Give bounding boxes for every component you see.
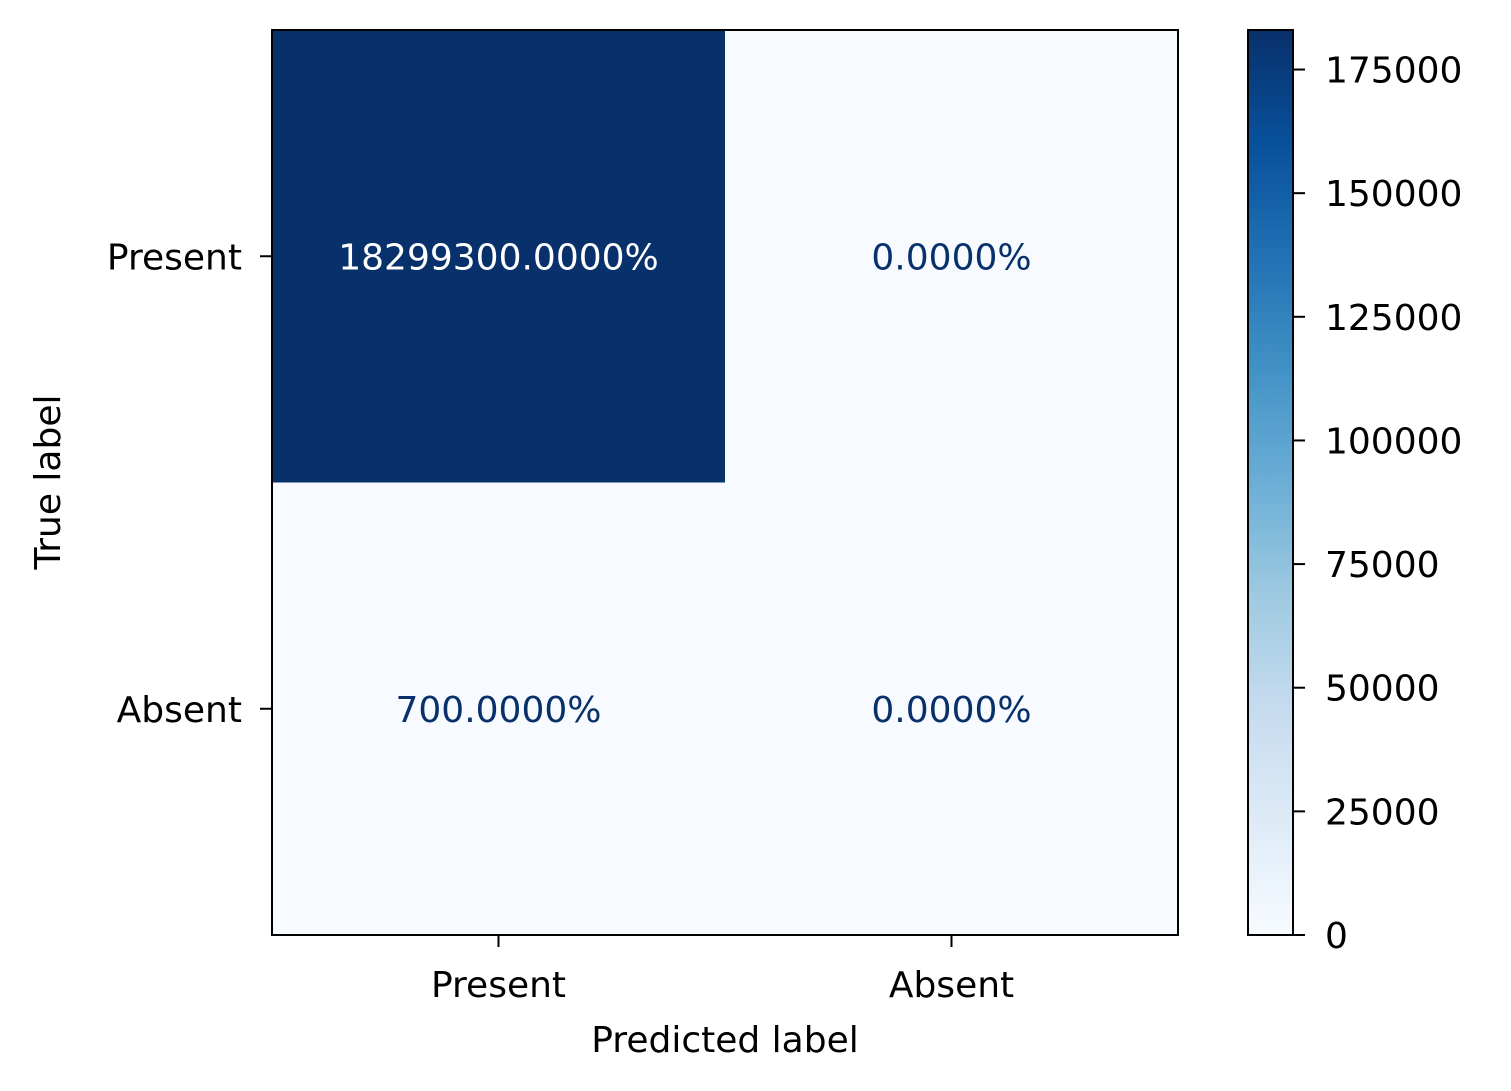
colorbar-tick-label: 75000	[1325, 545, 1440, 586]
matrix-cell-absent-absent	[725, 482, 1178, 935]
colorbar-tick-label: 125000	[1325, 298, 1462, 339]
colorbar	[1247, 29, 1294, 936]
x-tick-label: Absent	[889, 965, 1014, 1006]
colorbar-tick-label: 100000	[1325, 421, 1462, 462]
matrix-cell-absent-present	[272, 482, 725, 935]
colorbar-tick-label: 150000	[1325, 174, 1462, 215]
x-axis-label: Predicted label	[591, 1020, 859, 1061]
cell-value-label: 0.0000%	[871, 237, 1031, 278]
cell-value-label: 0.0000%	[871, 690, 1031, 731]
x-tick-label: Present	[431, 965, 566, 1006]
y-tick-label: Absent	[117, 690, 242, 731]
y-tick-label: Present	[107, 237, 242, 278]
y-axis-ticks: Present Absent	[107, 237, 272, 731]
x-axis-ticks: Present Absent	[431, 935, 1014, 1006]
matrix-cells	[272, 30, 1178, 935]
matrix-cell-present-present	[272, 30, 725, 483]
matrix-frame	[271, 29, 1179, 936]
colorbar-ticks: 0 25000 50000 75000 100000 125000 150000 175000	[1293, 51, 1462, 957]
matrix-cell-present-absent	[725, 30, 1178, 483]
cell-value-label: 18299300.0000%	[338, 237, 659, 278]
y-axis-label: True label	[28, 395, 69, 571]
matrix-cell-labels: 18299300.0000% 0.0000% 700.0000% 0.0000%	[338, 237, 1031, 731]
colorbar-tick-label: 0	[1325, 916, 1348, 957]
cell-value-label: 700.0000%	[396, 690, 602, 731]
colorbar-tick-label: 25000	[1325, 792, 1440, 833]
colorbar-tick-label: 50000	[1325, 669, 1440, 710]
colorbar-tick-label: 175000	[1325, 51, 1462, 92]
